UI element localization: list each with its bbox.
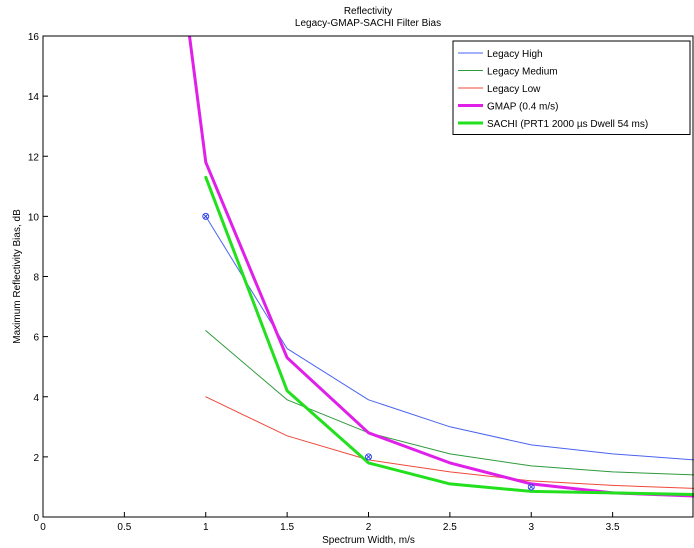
y-tick-label: 2: [33, 453, 39, 464]
chart-subtitle: Legacy-GMAP-SACHI Filter Bias: [295, 18, 441, 29]
series-line-4: [204, 175, 694, 496]
y-tick-label: 14: [28, 92, 40, 103]
data-marker: [202, 212, 210, 220]
y-tick-label: 4: [33, 393, 39, 404]
y-tick-label: 12: [28, 152, 40, 163]
series-layer: [188, 36, 694, 498]
y-tick-label: 8: [33, 273, 39, 284]
data-marker-cross: [203, 214, 209, 219]
series-line-1: [205, 330, 694, 476]
legend-label: SACHI (PRT1 2000 µs Dwell 54 ms): [487, 119, 648, 130]
x-tick-label: 3: [528, 522, 534, 533]
legend-label: Legacy High: [487, 49, 543, 60]
y-tick-label: 16: [28, 32, 40, 43]
y-tick-label: 10: [28, 212, 40, 223]
x-tick-label: 1.5: [280, 522, 294, 533]
x-axis-label: Spectrum Width, m/s: [322, 535, 415, 546]
legend-label: GMAP (0.4 m/s): [487, 102, 559, 113]
y-tick-label: 6: [33, 333, 39, 344]
chart-title: Reflectivity: [344, 6, 392, 17]
x-tick-label: 1: [203, 522, 209, 533]
y-tick-label: 0: [33, 513, 39, 524]
data-marker: [527, 483, 535, 491]
ticks-layer: 0 0.5 1 1.5 2 2.5 3 3.5 0 2 4 6 8 10 12 14 16: [28, 32, 620, 533]
x-tick-label: 3.5: [606, 522, 620, 533]
data-marker-cross: [366, 454, 371, 460]
series-line-0: [205, 215, 694, 461]
data-marker-cross: [528, 484, 534, 490]
x-tick-label: 2: [366, 522, 372, 533]
legend-label: Legacy Low: [487, 84, 541, 95]
x-tick-label: 0.5: [117, 522, 131, 533]
legend-box: [452, 40, 691, 135]
x-tick-label: 0: [40, 522, 46, 533]
legend: Legacy High Legacy Medium Legacy Low GMAP (…: [452, 40, 691, 135]
x-tick-label: 2.5: [443, 522, 457, 533]
legend-label: Legacy Medium: [487, 67, 558, 78]
data-marker: [365, 453, 372, 461]
y-axis-label: Maximum Reflectivity Bias, dB: [12, 209, 23, 344]
series-line-2: [205, 396, 694, 489]
